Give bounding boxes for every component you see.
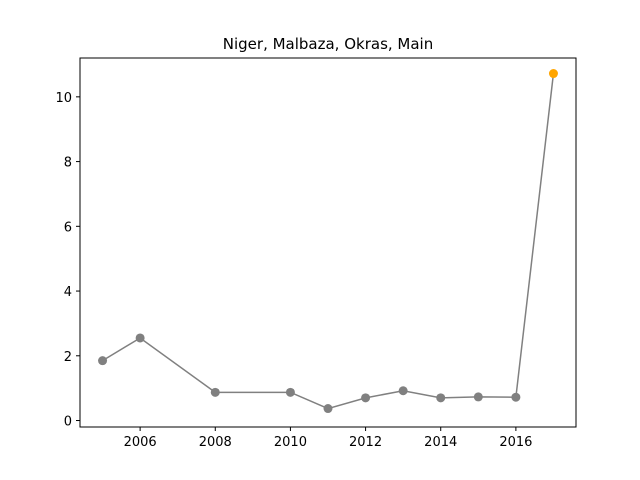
data-point <box>210 387 220 397</box>
x-tick-label: 2014 <box>424 435 457 450</box>
data-point <box>98 356 108 366</box>
y-tick-label: 4 <box>64 285 72 300</box>
highlighted-data-point <box>548 69 558 79</box>
series-line <box>102 73 555 410</box>
x-tick-label: 2012 <box>349 435 382 450</box>
x-axis-ticks: 2006 2008 2010 2012 2014 2016 <box>124 427 532 450</box>
x-tick-label: 2016 <box>499 435 532 450</box>
x-tick-label: 2010 <box>274 435 307 450</box>
data-point <box>436 393 446 403</box>
y-tick-label: 2 <box>64 350 72 365</box>
data-point <box>361 393 371 403</box>
x-tick-label: 2008 <box>199 435 232 450</box>
y-axis-ticks: 0 2 4 6 8 10 <box>55 91 80 430</box>
chart-title: Niger, Malbaza, Okras, Main <box>223 35 433 53</box>
data-point <box>135 333 145 343</box>
data-point <box>285 387 295 397</box>
plot-frame <box>79 57 577 428</box>
y-tick-label: 6 <box>64 220 72 235</box>
data-point <box>511 392 521 402</box>
series-markers <box>98 69 558 414</box>
y-tick-label: 0 <box>64 415 72 430</box>
y-tick-label: 10 <box>55 91 72 106</box>
y-tick-label: 8 <box>64 156 72 171</box>
data-point <box>398 386 408 396</box>
x-tick-label: 2006 <box>124 435 157 450</box>
data-point <box>323 404 333 414</box>
data-point <box>473 392 483 402</box>
